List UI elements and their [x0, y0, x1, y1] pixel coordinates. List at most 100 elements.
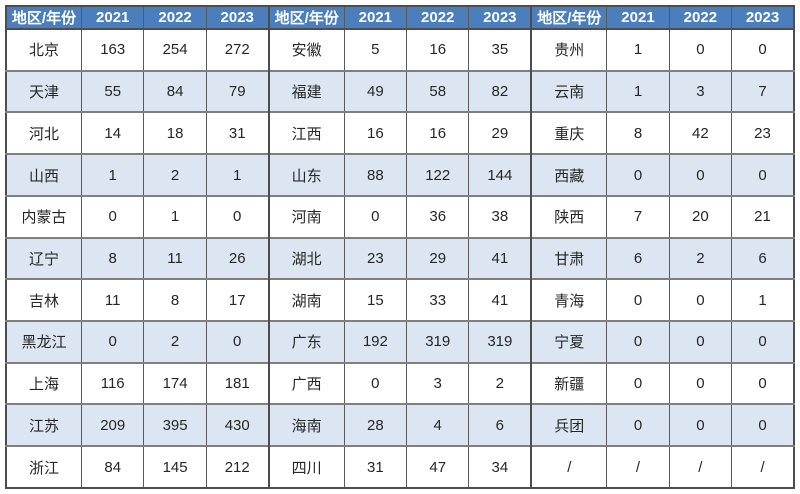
- table-row: 北京 163 254 272 安徽 5 16 35 贵州 1 0 0: [5, 28, 795, 71]
- value-cell: 116: [81, 361, 145, 405]
- table-header-row: 地区/年份 2021 2022 2023 地区/年份 2021 2022 202…: [5, 6, 795, 30]
- table-row: 河北 14 18 31 江西 16 16 29 重庆 8 42 23: [5, 111, 795, 155]
- value-cell: 23: [343, 236, 408, 280]
- value-cell: 58: [406, 69, 470, 113]
- value-cell: 174: [143, 361, 207, 405]
- value-cell: 47: [406, 445, 470, 488]
- table-row: 上海 116 174 181 广西 0 3 2 新疆 0 0 0: [5, 361, 795, 405]
- value-cell: /: [668, 445, 733, 488]
- region-cell: 上海: [5, 361, 83, 405]
- value-cell: 0: [205, 320, 270, 363]
- region-cell: 青海: [530, 278, 608, 322]
- header-year-2021: 2021: [606, 6, 670, 30]
- value-cell: 1: [606, 69, 670, 113]
- value-cell: 42: [668, 111, 733, 155]
- region-cell: 内蒙古: [5, 194, 83, 238]
- region-cell: 广东: [267, 320, 345, 363]
- value-cell: 0: [205, 194, 270, 238]
- table-row: 山西 1 2 1 山东 88 122 144 西藏 0 0 0: [5, 153, 795, 196]
- region-cell: 安徽: [267, 28, 345, 71]
- value-cell: 145: [143, 445, 207, 488]
- value-cell: 0: [606, 403, 670, 447]
- value-cell: 6: [468, 403, 532, 447]
- region-cell: /: [530, 445, 608, 488]
- region-cell: 新疆: [530, 361, 608, 405]
- value-cell: 2: [143, 153, 207, 196]
- value-cell: 0: [668, 320, 733, 363]
- value-cell: 84: [143, 69, 207, 113]
- value-cell: 16: [343, 111, 408, 155]
- value-cell: 79: [205, 69, 270, 113]
- value-cell: /: [606, 445, 670, 488]
- value-cell: 2: [668, 236, 733, 280]
- value-cell: /: [731, 445, 795, 488]
- value-cell: 122: [406, 153, 470, 196]
- value-cell: 41: [468, 278, 532, 322]
- table-row: 浙江 84 145 212 四川 31 47 34// / /: [5, 445, 795, 488]
- value-cell: 34: [468, 445, 532, 488]
- value-cell: 0: [731, 320, 795, 363]
- value-cell: 49: [343, 69, 408, 113]
- region-cell: 江西: [267, 111, 345, 155]
- region-cell: 甘肃: [530, 236, 608, 280]
- header-region-year: 地区/年份: [530, 6, 608, 30]
- value-cell: 16: [406, 28, 470, 71]
- region-cell: 福建: [267, 69, 345, 113]
- value-cell: 395: [143, 403, 207, 447]
- header-year-2021: 2021: [343, 6, 408, 30]
- value-cell: 0: [606, 153, 670, 196]
- value-cell: 17: [205, 278, 270, 322]
- header-year-2023: 2023: [731, 6, 795, 30]
- value-cell: 2: [468, 361, 532, 405]
- region-cell: 辽宁: [5, 236, 83, 280]
- value-cell: 209: [81, 403, 145, 447]
- value-cell: 41: [468, 236, 532, 280]
- header-year-2021: 2021: [81, 6, 145, 30]
- value-cell: 82: [468, 69, 532, 113]
- value-cell: 5: [343, 28, 408, 71]
- table-row: 吉林 11 8 17 湖南 15 33 41 青海 0 0 1: [5, 278, 795, 322]
- region-cell: 江苏: [5, 403, 83, 447]
- value-cell: 8: [606, 111, 670, 155]
- region-year-data-table: 地区/年份 2021 2022 2023 地区/年份 2021 2022 202…: [5, 5, 795, 489]
- table-body: 北京 163 254 272 安徽 5 16 35 贵州 1 0 0 天津 55 84 79 福建 49 58 82 云…: [5, 28, 795, 488]
- header-region-year: 地区/年份: [5, 6, 83, 30]
- value-cell: 0: [668, 361, 733, 405]
- value-cell: 35: [468, 28, 532, 71]
- value-cell: 8: [143, 278, 207, 322]
- value-cell: 2: [143, 320, 207, 363]
- value-cell: 16: [406, 111, 470, 155]
- value-cell: 15: [343, 278, 408, 322]
- value-cell: 3: [406, 361, 470, 405]
- value-cell: 319: [468, 320, 532, 363]
- table-row: 辽宁 8 11 26 湖北 23 29 41 甘肃 6 2 6: [5, 236, 795, 280]
- value-cell: 7: [731, 69, 795, 113]
- value-cell: 0: [81, 194, 145, 238]
- value-cell: 36: [406, 194, 470, 238]
- region-cell: 海南: [267, 403, 345, 447]
- region-cell: 北京: [5, 28, 83, 71]
- value-cell: 319: [406, 320, 470, 363]
- table-row: 黑龙江 0 2 0 广东 192 319 319 宁夏 0 0 0: [5, 320, 795, 363]
- value-cell: 21: [731, 194, 795, 238]
- region-cell: 广西: [267, 361, 345, 405]
- value-cell: 29: [406, 236, 470, 280]
- region-cell: 湖北: [267, 236, 345, 280]
- value-cell: 0: [343, 194, 408, 238]
- value-cell: 0: [606, 361, 670, 405]
- value-cell: 0: [81, 320, 145, 363]
- region-cell: 河南: [267, 194, 345, 238]
- value-cell: 1: [81, 153, 145, 196]
- table-row: 天津 55 84 79 福建 49 58 82 云南 1 3 7: [5, 69, 795, 113]
- value-cell: 11: [143, 236, 207, 280]
- value-cell: 84: [81, 445, 145, 488]
- value-cell: 254: [143, 28, 207, 71]
- region-cell: 黑龙江: [5, 320, 83, 363]
- value-cell: 8: [81, 236, 145, 280]
- value-cell: 1: [731, 278, 795, 322]
- region-cell: 贵州: [530, 28, 608, 71]
- region-cell: 云南: [530, 69, 608, 113]
- value-cell: 26: [205, 236, 270, 280]
- value-cell: 0: [668, 153, 733, 196]
